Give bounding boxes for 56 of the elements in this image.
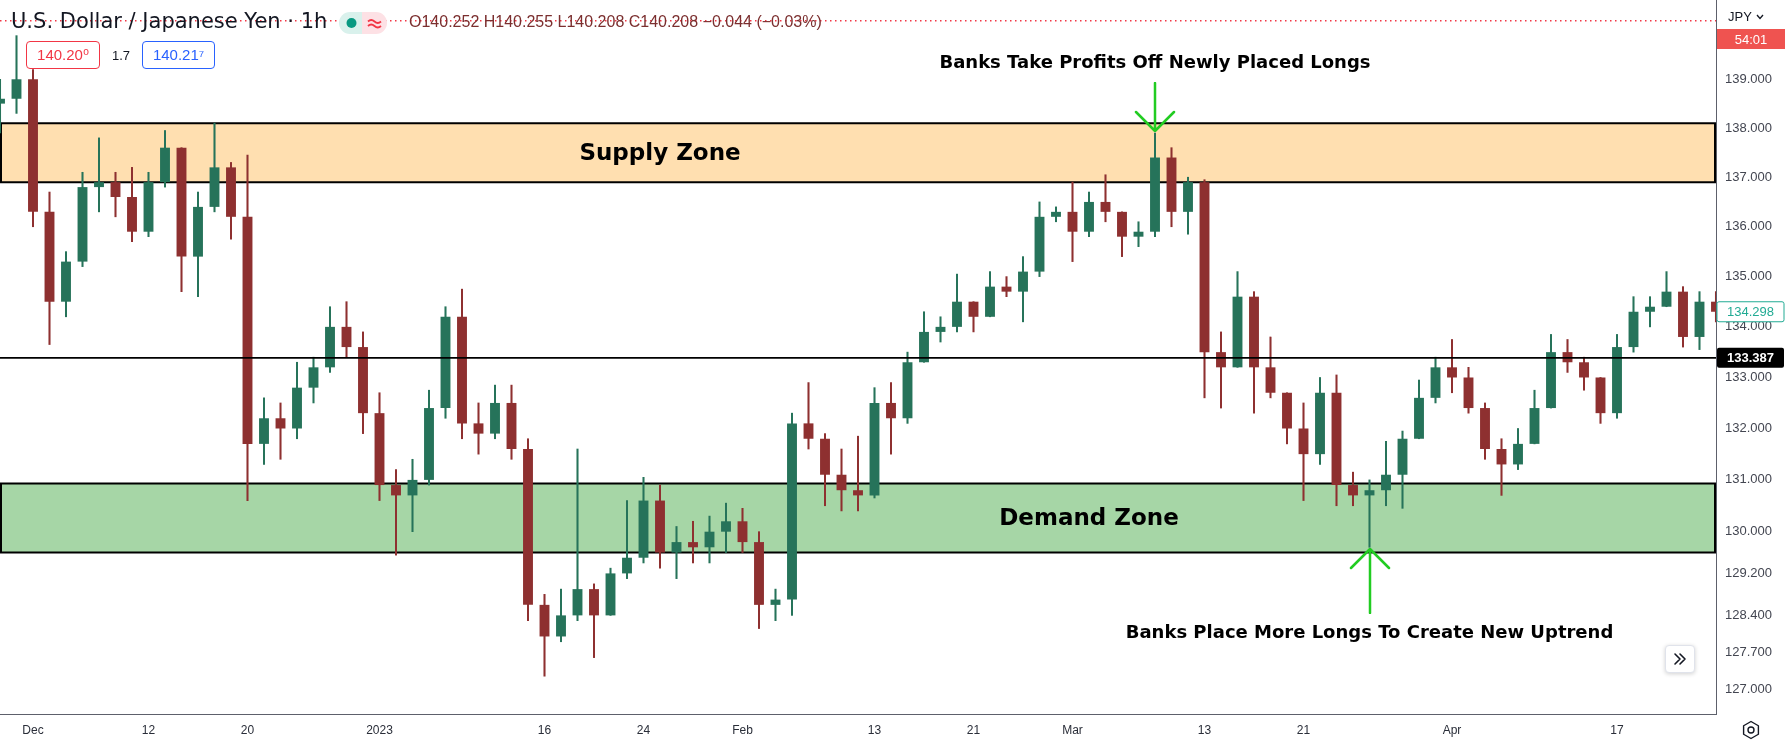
annotation: Banks Take Profits Off Newly Placed Longs bbox=[939, 50, 1371, 72]
annotation: 140.20⁰ bbox=[37, 46, 89, 64]
y-tick-label: 131.000 bbox=[1725, 471, 1772, 487]
candlestick bbox=[1100, 174, 1111, 223]
x-tick-label: 21 bbox=[1296, 722, 1311, 737]
candlestick bbox=[110, 171, 121, 218]
y-tick-label: 138.000 bbox=[1725, 119, 1772, 135]
x-tick-label: 16 bbox=[537, 722, 552, 737]
candlestick bbox=[572, 448, 583, 621]
x-tick-label: 24 bbox=[636, 722, 651, 737]
y-tick-label: 128.400 bbox=[1725, 606, 1772, 622]
y-tick-label: 137.000 bbox=[1725, 168, 1772, 184]
candlestick bbox=[341, 301, 352, 358]
x-tick-label: 17 bbox=[1610, 722, 1624, 737]
y-tick-label: 130.000 bbox=[1725, 523, 1772, 539]
band-label: Supply Zone bbox=[579, 138, 741, 165]
y-tick-label: 132.000 bbox=[1725, 420, 1772, 436]
x-tick-label: Dec bbox=[22, 722, 44, 737]
candlestick bbox=[671, 526, 682, 579]
x-tick-label: 21 bbox=[966, 722, 981, 737]
ref-line-label: 133.387 bbox=[1727, 350, 1774, 366]
text: U.S. Dollar / Japanese Yen · 1h bbox=[11, 9, 328, 34]
band-label: Demand Zone bbox=[999, 503, 1179, 530]
x-tick-label: Apr bbox=[1442, 722, 1462, 737]
text: 54:01 bbox=[1734, 31, 1768, 47]
candlestick bbox=[1001, 276, 1012, 297]
x-tick-label: 13 bbox=[867, 722, 882, 737]
candlestick bbox=[11, 35, 22, 114]
y-tick-label: 139.000 bbox=[1725, 70, 1772, 86]
y-tick-label: 134.000 bbox=[1725, 318, 1772, 334]
annotation: 1.7 bbox=[112, 47, 131, 63]
y-tick-label: 135.000 bbox=[1725, 268, 1772, 284]
candlestick bbox=[853, 435, 863, 512]
text: 134.298 bbox=[1727, 304, 1774, 320]
candlestick bbox=[473, 402, 484, 455]
x-tick-label: Feb bbox=[732, 722, 754, 737]
y-tick-label: 136.000 bbox=[1725, 218, 1772, 234]
x-tick-label: 12 bbox=[141, 722, 156, 737]
y-tick-label: 133.000 bbox=[1725, 369, 1772, 385]
x-tick-label: 2023 bbox=[366, 722, 394, 737]
candlestick bbox=[1133, 221, 1144, 247]
annotation: O140.252 H140.255 L140.208 C140.208 −0.044 (−0.03%) bbox=[409, 13, 822, 31]
y-tick-label: 127.000 bbox=[1725, 681, 1772, 697]
candlestick bbox=[1298, 402, 1309, 501]
candlestick bbox=[1067, 181, 1078, 262]
candlestick bbox=[935, 316, 946, 343]
y-tick-label: 127.700 bbox=[1725, 643, 1772, 659]
annotation: 140.21⁷ bbox=[152, 46, 205, 64]
annotation: Banks Place More Longs To Create New Uptrend bbox=[1125, 620, 1614, 642]
candlestick bbox=[94, 137, 104, 213]
y-tick-label: 129.200 bbox=[1725, 564, 1772, 580]
x-tick-label: 20 bbox=[240, 722, 255, 737]
x-tick-label: 13 bbox=[1197, 722, 1212, 737]
text: JPY bbox=[1728, 8, 1753, 24]
x-tick-label: Mar bbox=[1062, 722, 1083, 737]
candlestick bbox=[803, 382, 814, 450]
